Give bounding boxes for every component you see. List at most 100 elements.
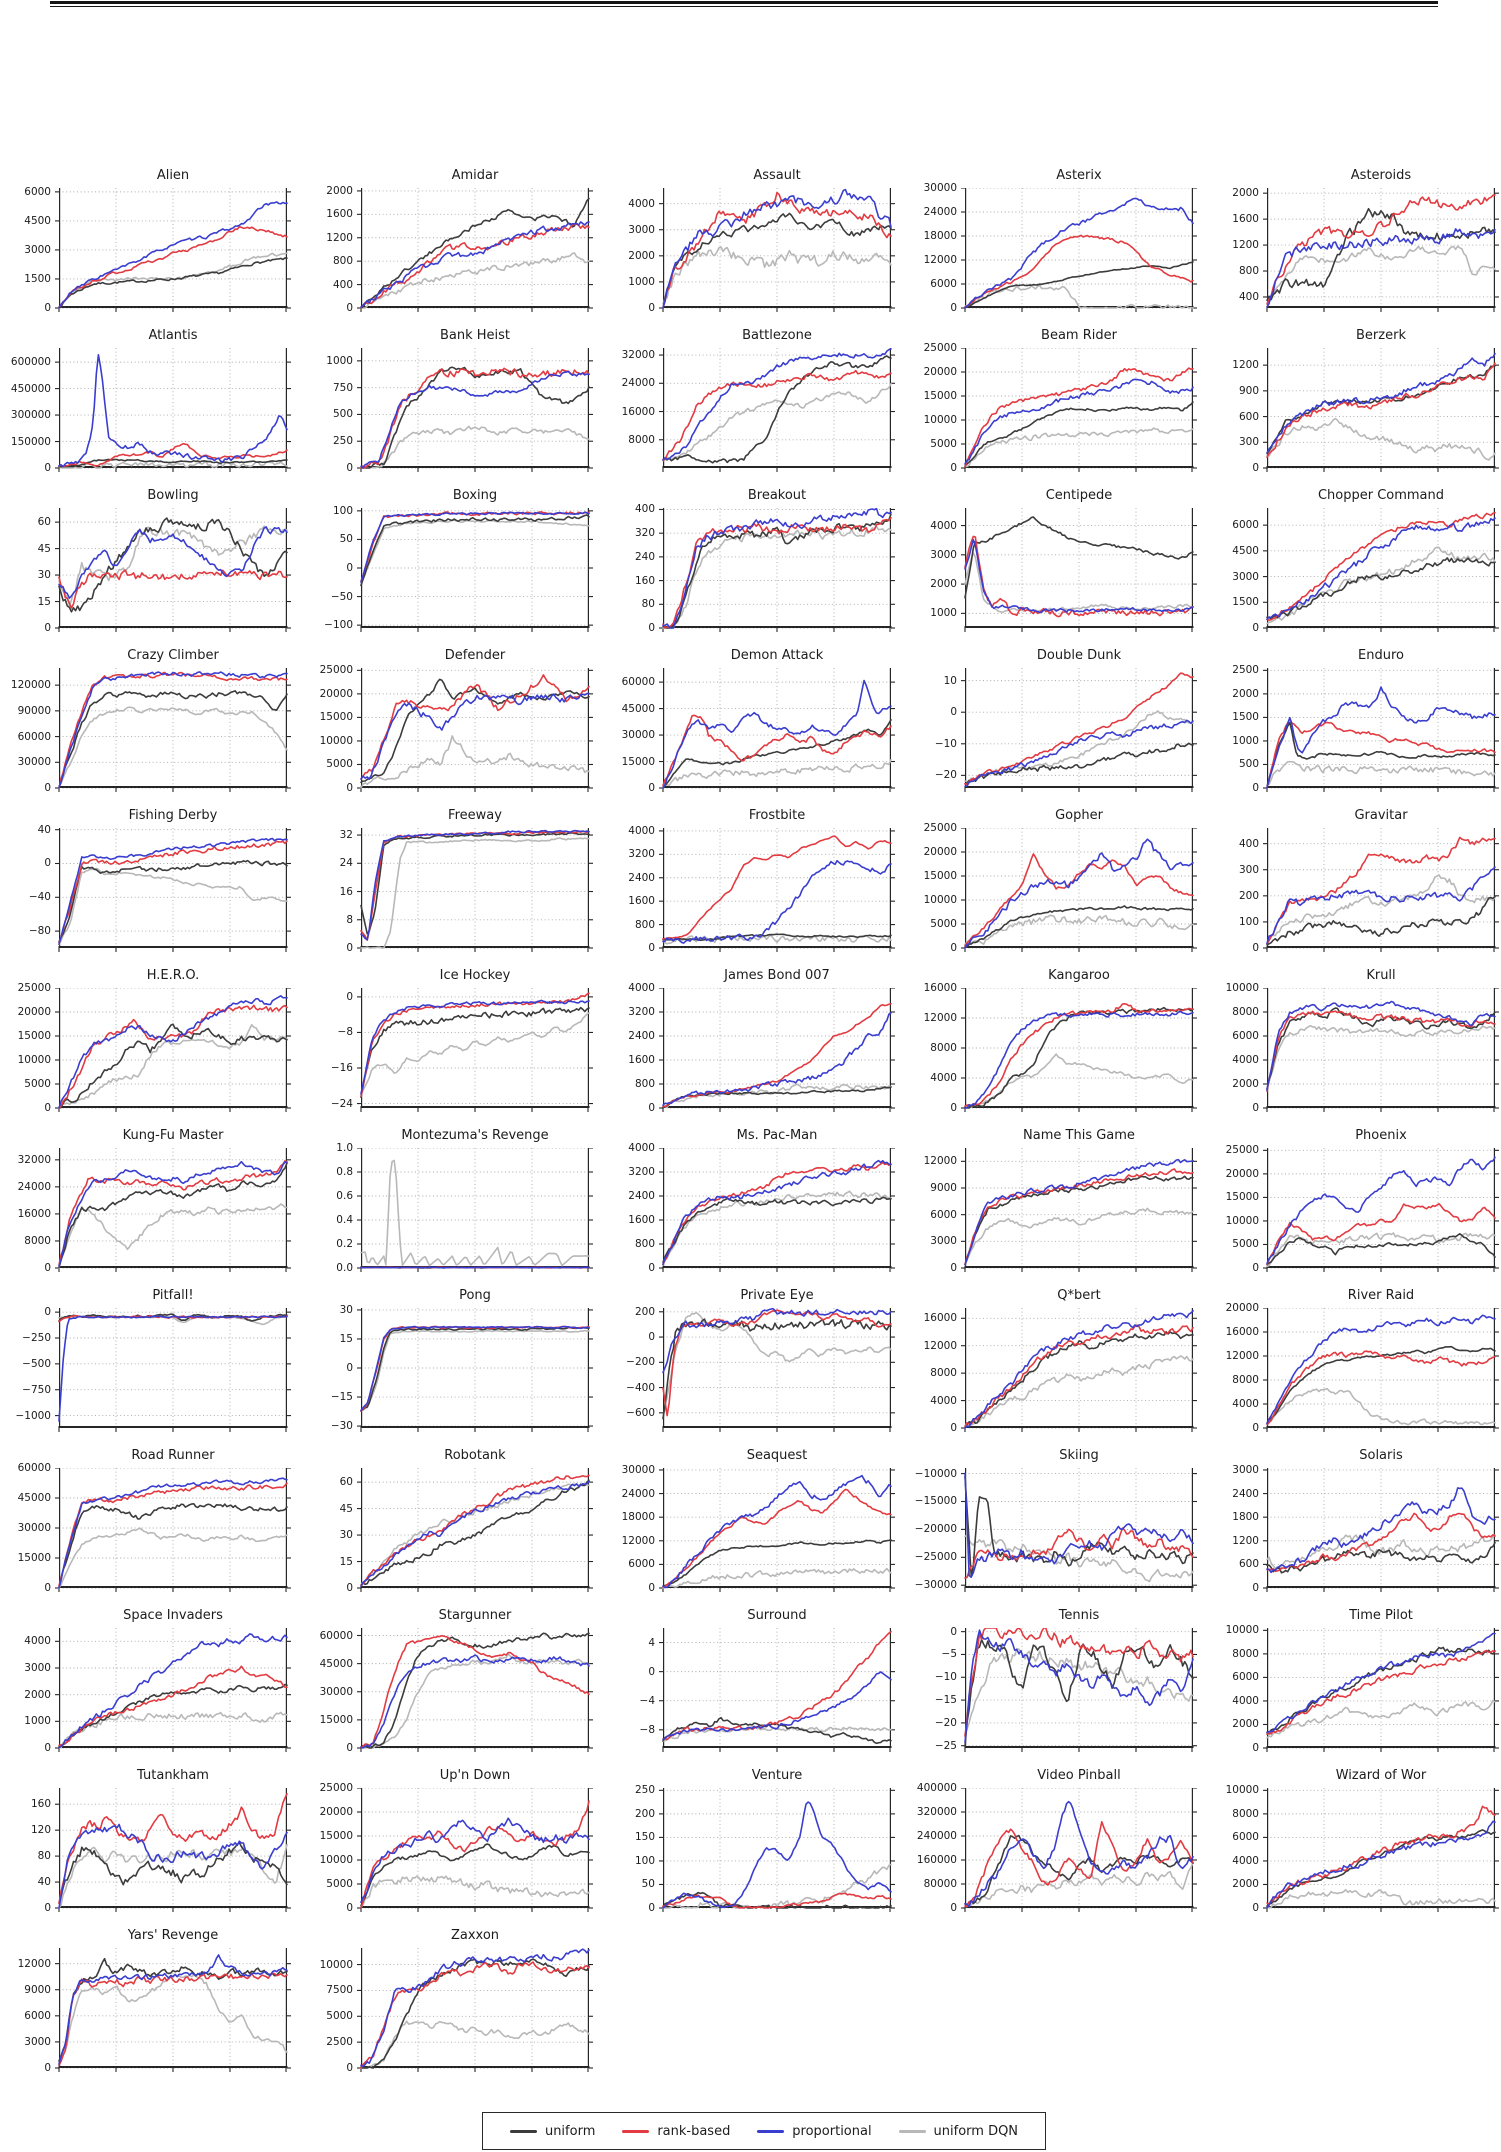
y-tick-label: 0 — [44, 302, 51, 314]
plot-space-invaders: Space Invaders 0 1000 2000 3000 4000 — [0, 1600, 293, 1760]
y-tick-label: −250 — [22, 1332, 51, 1344]
plot-venture: Venture 0 50 100 150 200 250 — [604, 1760, 897, 1920]
y-tick-label: 5000 — [24, 1078, 51, 1090]
y-tick-label: 6000 — [1232, 1030, 1259, 1042]
y-tick-label: 60000 — [17, 1462, 51, 1474]
plot-surround: Surround −8 −4 0 4 — [604, 1600, 897, 1760]
legend-item-uniform: uniform — [509, 2124, 595, 2139]
y-tick-label: 2000 — [24, 1688, 51, 1701]
plot-bank-heist: Bank Heist 0 250 500 750 1000 — [302, 320, 595, 480]
plot-breakout: Breakout 0 80 160 240 320 400 — [604, 480, 897, 640]
y-tick-label: 8000 — [1232, 1807, 1259, 1820]
plot-robotank: Robotank 0 15 30 45 60 — [302, 1440, 595, 1600]
y-tick-label: 3200 — [628, 1166, 655, 1178]
y-tick-label: 90000 — [17, 704, 51, 717]
y-tick-label: 20000 — [1225, 1302, 1259, 1314]
y-tick-label: 12000 — [923, 1012, 957, 1024]
y-tick-label: 1000 — [628, 275, 655, 288]
plot-kung-fu-master: Kung-Fu Master 0 8000 16000 24000 32000 — [0, 1120, 293, 1280]
plot-canvas — [355, 1148, 595, 1274]
y-tick-label: 300 — [1238, 863, 1259, 876]
plot-title: Krull — [1366, 968, 1396, 983]
y-tick-label: 0 — [346, 1742, 353, 1754]
y-tick-label: 0 — [950, 1902, 957, 1914]
plot-ms-pac-man: Ms. Pac-Man 0 800 1600 2400 3200 4000 — [604, 1120, 897, 1280]
y-tick-label: 10000 — [1225, 1214, 1259, 1227]
y-tick-label: 250 — [634, 1784, 655, 1797]
y-tick-label: 15000 — [1225, 1191, 1259, 1204]
plot-title: Bank Heist — [439, 328, 511, 343]
y-tick-label: 3000 — [1232, 1463, 1259, 1476]
plot-canvas — [657, 1468, 897, 1594]
y-tick-label: 45 — [339, 1502, 353, 1515]
y-tick-label: 4500 — [24, 214, 51, 227]
y-tick-label: −15000 — [914, 1495, 957, 1508]
y-tick-label: 0 — [346, 1362, 353, 1374]
plot-title: Pitfall! — [152, 1288, 194, 1303]
plot-phoenix: Phoenix 0 5000 10000 15000 20000 25000 — [1208, 1120, 1501, 1280]
y-tick-label: 600 — [1238, 410, 1259, 423]
y-tick-label: 6000 — [1232, 1831, 1259, 1844]
y-tick-label: 32000 — [621, 349, 655, 362]
plot-title: Demon Attack — [730, 648, 824, 663]
plot-title: Battlezone — [742, 328, 812, 343]
y-tick-label: 120 — [30, 1824, 51, 1837]
y-tick-label: 0.6 — [336, 1190, 353, 1202]
y-tick-label: 10000 — [1225, 1624, 1259, 1637]
y-tick-label: 0 — [1252, 1742, 1259, 1754]
y-tick-label: 1200 — [1232, 359, 1259, 372]
y-tick-label: 15000 — [319, 1713, 353, 1726]
y-tick-label: 2000 — [1232, 187, 1259, 200]
plot-canvas — [657, 188, 897, 314]
plot-canvas — [355, 508, 595, 634]
plot-title: Name This Game — [1023, 1128, 1135, 1143]
y-tick-label: 0 — [44, 1902, 51, 1914]
y-tick-label: 3000 — [930, 1235, 957, 1248]
y-tick-label: 0 — [44, 2062, 51, 2074]
y-tick-label: 0.2 — [336, 1238, 353, 1250]
plot-canvas — [657, 348, 897, 474]
y-tick-label: 16000 — [17, 1207, 51, 1220]
y-tick-label: 0 — [950, 1262, 957, 1274]
legend-label: proportional — [792, 2123, 872, 2139]
y-tick-label: 4000 — [1232, 1398, 1259, 1410]
y-tick-label: 800 — [634, 1238, 655, 1250]
y-tick-label: 6000 — [24, 2009, 51, 2022]
y-tick-label: 15000 — [319, 711, 353, 724]
y-tick-label: −1000 — [15, 1409, 51, 1422]
y-tick-label: 0 — [950, 706, 957, 719]
plot-title: Road Runner — [131, 1448, 215, 1463]
plot-canvas — [355, 348, 595, 474]
y-tick-label: 0 — [346, 562, 353, 574]
plot-canvas — [53, 508, 293, 634]
plot-canvas — [1261, 1788, 1501, 1914]
plot-crazy-climber: Crazy Climber 0 30000 60000 90000 120000 — [0, 640, 293, 800]
y-tick-label: 0 — [1252, 1582, 1259, 1594]
plot-time-pilot: Time Pilot 0 2000 4000 6000 8000 10000 — [1208, 1600, 1501, 1760]
plot-canvas — [355, 1308, 595, 1434]
plot-solaris: Solaris 0 600 1200 1800 2400 3000 — [1208, 1440, 1501, 1600]
y-tick-label: 0 — [648, 942, 655, 954]
plot-yars-revenge: Yars' Revenge 0 3000 6000 9000 12000 — [0, 1920, 293, 2080]
y-tick-label: 5000 — [326, 1878, 353, 1890]
y-tick-label: 10000 — [319, 734, 353, 747]
y-tick-label: 0 — [1252, 782, 1259, 794]
y-tick-label: 2000 — [1232, 1718, 1259, 1731]
y-tick-label: −24 — [330, 1097, 353, 1110]
plot-canvas — [355, 1948, 595, 2074]
y-tick-label: 30000 — [923, 182, 957, 194]
y-tick-label: 10000 — [1225, 1784, 1259, 1797]
y-tick-label: 0 — [1252, 1102, 1259, 1114]
y-tick-label: 1000 — [326, 354, 353, 367]
y-tick-label: 100 — [332, 504, 353, 517]
y-tick-label: 1200 — [1232, 1534, 1259, 1547]
y-tick-label: 0 — [346, 462, 353, 474]
y-tick-label: 10000 — [319, 1958, 353, 1971]
y-tick-label: 24000 — [621, 377, 655, 390]
plot-title: Gopher — [1055, 808, 1103, 823]
plot-h-e-r-o: H.E.R.O. 0 5000 10000 15000 20000 25000 — [0, 960, 293, 1120]
y-tick-label: 30 — [339, 1303, 353, 1316]
y-tick-label: 8000 — [1232, 1374, 1259, 1386]
y-tick-label: 6000 — [24, 185, 51, 198]
y-tick-label: 10000 — [17, 1054, 51, 1066]
